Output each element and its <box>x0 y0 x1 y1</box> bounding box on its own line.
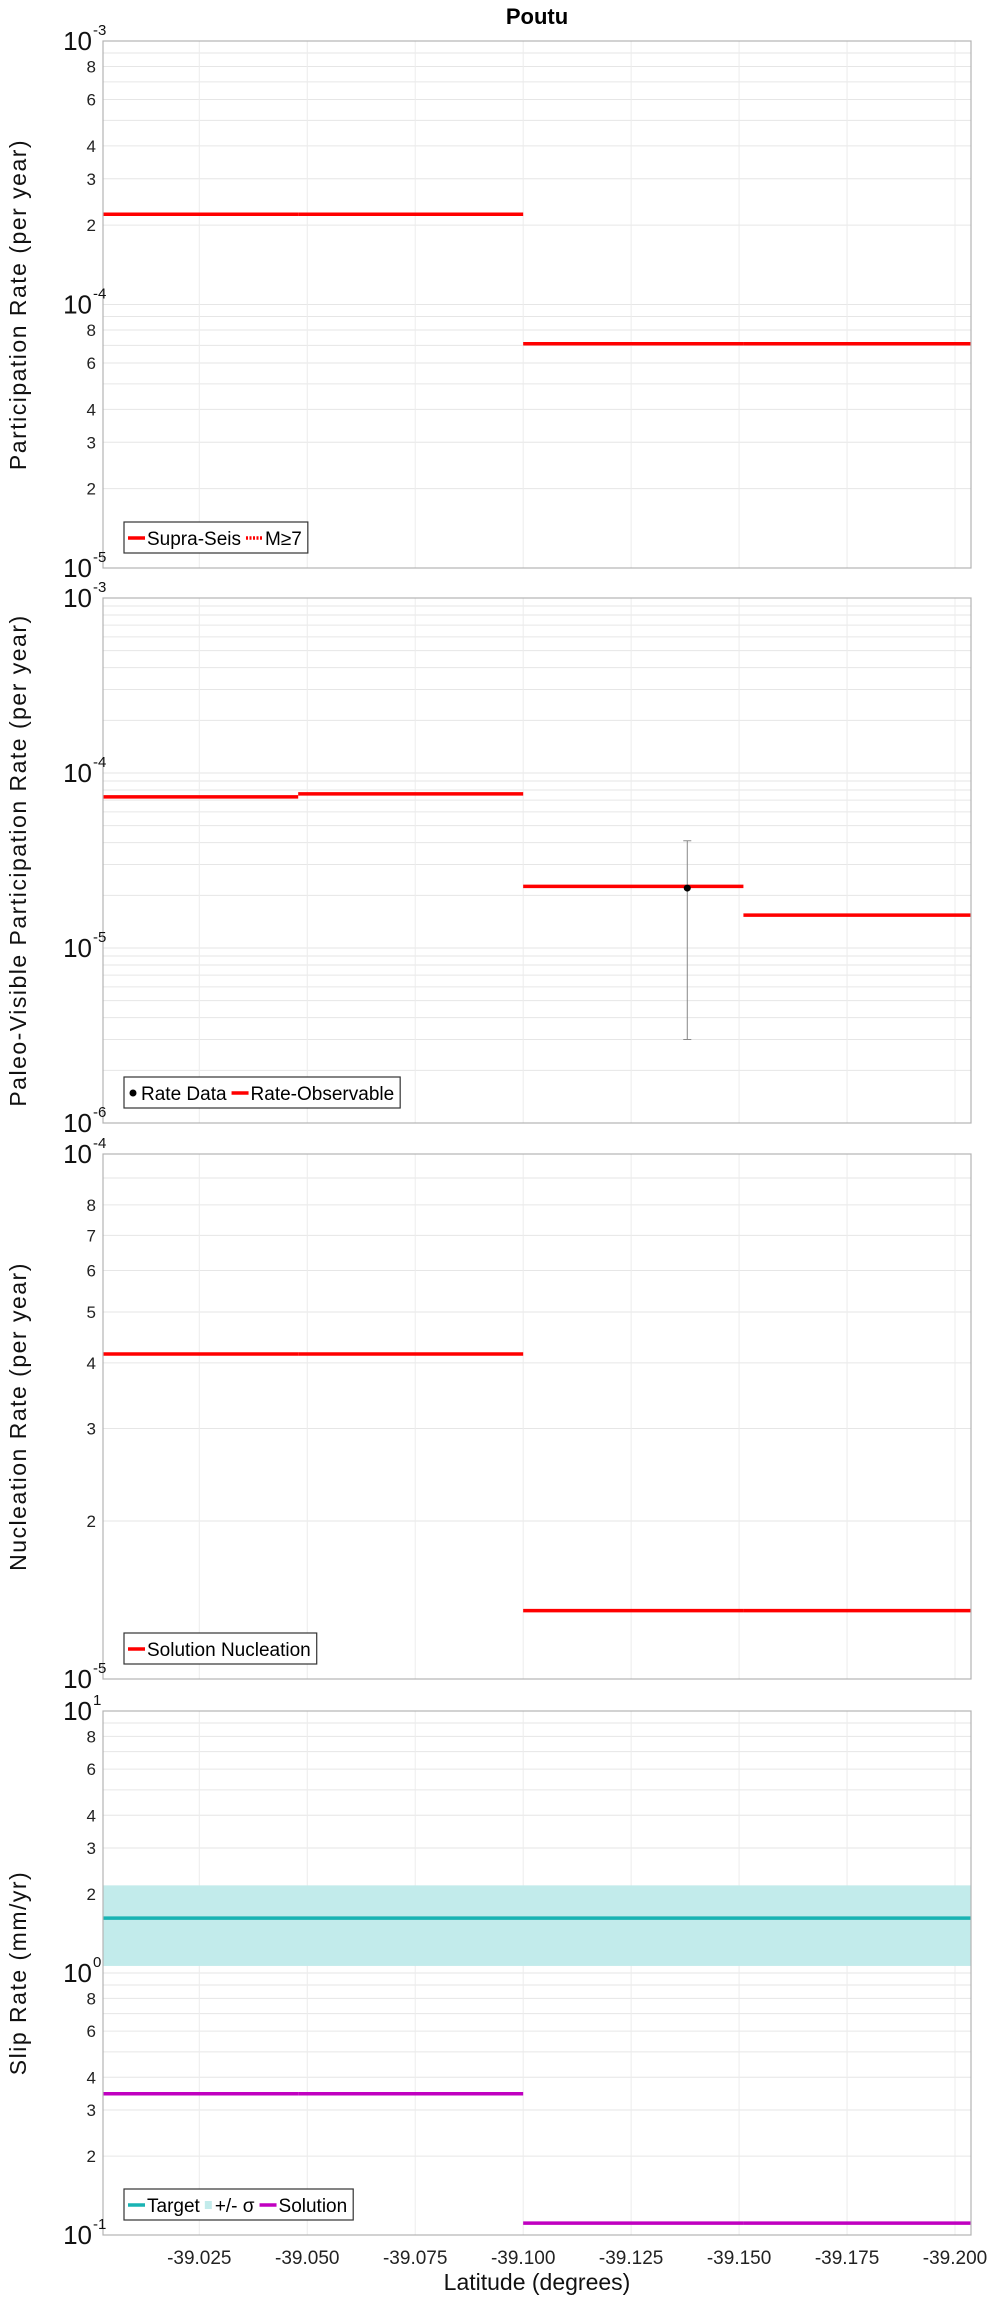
x-tick-label: -39.100 <box>491 2248 555 2269</box>
y-tick-label-minor: 2 <box>87 480 96 499</box>
legend: Target +/- σ Solution <box>123 2188 354 2221</box>
legend-dot-icon <box>129 1089 137 1097</box>
x-tick-label: -39.150 <box>707 2248 771 2269</box>
y-axis-label: Participation Rate (per year) <box>5 139 31 470</box>
y-tick-label-minor: 3 <box>87 1839 96 1858</box>
y-tick-label-minor: 4 <box>87 137 96 156</box>
y-tick-label-major: 10 <box>63 758 92 788</box>
y-tick-label-minor: 7 <box>87 1226 96 1245</box>
x-axis-label: Latitude (degrees) <box>444 2269 631 2295</box>
legend-label: Supra-Seis <box>147 529 241 550</box>
y-tick-label-minor: 4 <box>87 2068 96 2087</box>
y-tick-label-minor: 4 <box>87 1354 96 1373</box>
legend: Supra-Seis M≥7 <box>123 521 309 554</box>
y-tick-label-minor: 4 <box>87 400 96 419</box>
y-tick-label-major: 10 <box>63 290 92 320</box>
y-tick-label-major: 10 <box>63 1958 92 1988</box>
y-tick-label-exponent: -1 <box>93 2216 106 2233</box>
y-tick-label-exponent: -4 <box>93 286 106 303</box>
y-tick-label-major: 10 <box>63 26 92 56</box>
legend-label: Rate Data <box>141 1084 227 1105</box>
plot-frame <box>102 40 972 569</box>
y-tick-label-minor: 8 <box>87 1989 96 2008</box>
legend-label: M≥7 <box>265 529 302 550</box>
legend-label: +/- σ <box>215 2196 255 2217</box>
y-tick-label-exponent: 0 <box>93 1954 101 1971</box>
legend-label: Target <box>147 2196 201 2217</box>
y-tick-label-exponent: 1 <box>93 1692 101 1709</box>
x-tick-label: -39.075 <box>383 2248 447 2269</box>
plot-area <box>103 1154 971 1679</box>
y-tick-label-minor: 6 <box>87 1261 96 1280</box>
y-tick-label-major: 10 <box>63 1108 92 1138</box>
y-tick-label-minor: 8 <box>87 1196 96 1215</box>
y-tick-label-exponent: -5 <box>93 549 106 566</box>
y-tick-label-minor: 8 <box>87 321 96 340</box>
y-tick-label-minor: 6 <box>87 2022 96 2041</box>
x-tick-label: -39.200 <box>923 2248 987 2269</box>
x-tick-label: -39.050 <box>275 2248 339 2269</box>
legend-frame <box>123 1632 318 1665</box>
legend-frame <box>123 1076 401 1109</box>
y-tick-label-minor: 2 <box>87 1512 96 1531</box>
y-tick-label-major: 10 <box>63 2220 92 2250</box>
x-tick-label: -39.175 <box>815 2248 879 2269</box>
y-tick-label-major: 10 <box>63 583 92 613</box>
y-tick-label-minor: 3 <box>87 1420 96 1439</box>
legend-label: Rate-Observable <box>251 1084 395 1105</box>
y-tick-label-minor: 8 <box>87 1727 96 1746</box>
y-tick-label-major: 10 <box>63 553 92 583</box>
y-tick-label-exponent: -5 <box>93 1660 106 1677</box>
y-tick-label-minor: 3 <box>87 2101 96 2120</box>
legend-label: Solution Nucleation <box>147 1640 311 1661</box>
y-tick-label-minor: 3 <box>87 433 96 452</box>
legend-label: Solution <box>279 2196 348 2217</box>
y-axis-label: Slip Rate (mm/yr) <box>5 1871 31 2075</box>
chart-title: Poutu <box>506 4 568 29</box>
y-tick-label-major: 10 <box>63 1696 92 1726</box>
y-tick-label-minor: 6 <box>87 354 96 373</box>
y-tick-label-minor: 6 <box>87 1760 96 1779</box>
y-tick-label-exponent: -5 <box>93 929 106 946</box>
y-tick-label-exponent: -4 <box>93 754 106 771</box>
y-axis-label: Nucleation Rate (per year) <box>5 1262 31 1571</box>
x-axis: -39.025 -39.050 -39.075 -39.100 -39.125 -39.1… <box>167 2248 987 2269</box>
legend-frame <box>123 521 309 554</box>
x-tick-label: -39.125 <box>599 2248 663 2269</box>
x-tick-label: -39.025 <box>167 2248 231 2269</box>
y-tick-label-major: 10 <box>63 1664 92 1694</box>
y-tick-label-exponent: -3 <box>93 579 106 596</box>
plot-frame <box>102 597 972 1124</box>
y-tick-label-minor: 4 <box>87 1806 96 1825</box>
y-tick-label-minor: 8 <box>87 58 96 77</box>
y-axis-label: Paleo-Visible Participation Rate (per ye… <box>5 614 31 1106</box>
legend: Rate Data Rate-Observable <box>123 1076 401 1109</box>
plot-frame <box>102 1710 972 2236</box>
legend: Solution Nucleation <box>123 1632 318 1665</box>
y-tick-label-minor: 6 <box>87 90 96 109</box>
plot-frame <box>102 1153 972 1680</box>
y-tick-label-minor: 2 <box>87 216 96 235</box>
y-tick-label-exponent: -4 <box>93 1135 106 1152</box>
legend-frame <box>123 2188 354 2221</box>
y-tick-label-major: 10 <box>63 933 92 963</box>
y-tick-label-exponent: -6 <box>93 1104 106 1121</box>
sigma-band <box>103 1885 971 1966</box>
y-tick-label-minor: 2 <box>87 1885 96 1904</box>
y-tick-label-minor: 3 <box>87 170 96 189</box>
y-tick-label-major: 10 <box>63 1139 92 1169</box>
y-tick-label-minor: 2 <box>87 2147 96 2166</box>
y-tick-label-exponent: -3 <box>93 22 106 39</box>
legend-band-icon <box>204 2201 212 2209</box>
plot-area <box>103 598 971 1123</box>
y-tick-label-minor: 5 <box>87 1303 96 1322</box>
rate-data-point <box>683 884 691 892</box>
